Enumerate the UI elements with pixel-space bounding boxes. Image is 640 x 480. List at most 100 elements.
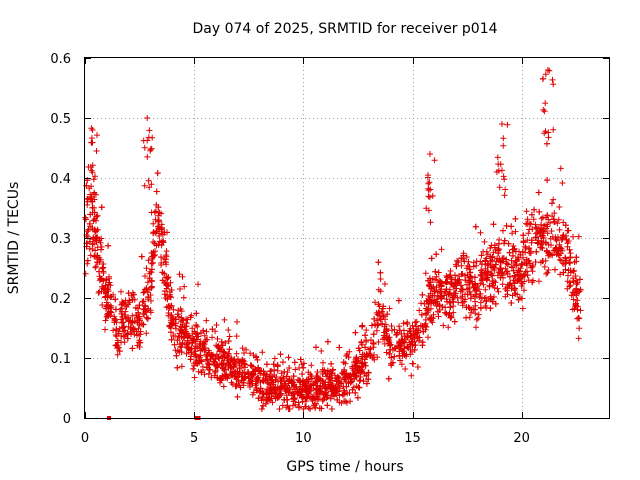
data-point bbox=[456, 276, 463, 283]
data-point bbox=[225, 338, 232, 345]
data-point bbox=[102, 294, 109, 301]
data-point bbox=[195, 281, 201, 288]
data-point bbox=[362, 332, 369, 339]
data-point bbox=[215, 344, 222, 351]
data-point bbox=[363, 327, 370, 334]
data-point bbox=[148, 209, 155, 216]
data-point bbox=[286, 406, 293, 412]
data-point bbox=[147, 309, 154, 316]
data-point bbox=[170, 333, 177, 339]
data-point bbox=[340, 359, 347, 366]
data-point bbox=[530, 216, 537, 223]
data-point bbox=[308, 362, 315, 369]
data-point bbox=[492, 261, 499, 268]
data-point bbox=[472, 302, 479, 309]
data-point bbox=[524, 268, 530, 275]
data-point bbox=[257, 385, 264, 392]
data-point bbox=[539, 228, 546, 235]
data-point bbox=[347, 398, 354, 405]
data-point bbox=[481, 238, 488, 245]
data-point bbox=[180, 294, 187, 301]
data-point bbox=[214, 361, 221, 368]
data-point bbox=[148, 181, 155, 188]
data-point bbox=[552, 236, 559, 243]
data-point bbox=[499, 121, 505, 127]
data-point bbox=[574, 306, 581, 313]
data-point bbox=[550, 216, 557, 223]
data-point bbox=[363, 372, 370, 379]
data-point bbox=[352, 363, 359, 370]
data-point bbox=[388, 360, 395, 367]
data-point bbox=[189, 325, 196, 332]
data-point bbox=[118, 288, 124, 295]
data-point bbox=[391, 326, 398, 333]
data-point bbox=[432, 268, 439, 275]
data-point bbox=[387, 341, 394, 348]
data-point bbox=[535, 189, 542, 196]
data-point bbox=[375, 339, 382, 345]
data-point bbox=[163, 248, 170, 255]
data-point bbox=[120, 333, 127, 340]
data-point bbox=[466, 274, 473, 281]
data-point bbox=[94, 132, 100, 139]
data-point bbox=[184, 337, 191, 344]
data-point bbox=[90, 176, 97, 183]
data-point bbox=[393, 331, 400, 338]
data-point bbox=[118, 310, 125, 317]
data-point bbox=[82, 214, 89, 221]
data-point bbox=[544, 67, 551, 73]
data-point bbox=[482, 257, 488, 264]
data-point bbox=[383, 349, 390, 356]
data-point bbox=[243, 346, 250, 353]
data-point bbox=[556, 204, 563, 210]
data-point bbox=[84, 257, 91, 264]
data-point bbox=[370, 331, 377, 338]
data-point bbox=[146, 127, 153, 134]
data-point bbox=[94, 252, 101, 259]
data-point bbox=[426, 194, 433, 201]
data-point bbox=[490, 249, 497, 256]
data-point bbox=[91, 190, 98, 197]
data-point bbox=[291, 359, 298, 366]
data-point bbox=[487, 253, 494, 260]
data-point bbox=[110, 327, 117, 334]
data-point bbox=[548, 228, 555, 234]
data-point bbox=[145, 294, 152, 301]
data-point bbox=[144, 137, 151, 144]
data-point bbox=[439, 280, 445, 287]
data-point bbox=[483, 275, 490, 282]
data-point bbox=[250, 352, 257, 359]
data-point bbox=[166, 323, 173, 329]
data-point bbox=[527, 250, 534, 257]
data-point bbox=[365, 376, 372, 383]
data-point bbox=[89, 225, 96, 231]
data-point bbox=[240, 357, 246, 364]
data-point bbox=[477, 271, 484, 278]
data-point bbox=[161, 270, 168, 277]
data-point bbox=[116, 348, 123, 355]
data-point bbox=[373, 327, 380, 334]
data-point bbox=[540, 258, 546, 265]
data-point bbox=[559, 234, 566, 241]
data-point bbox=[258, 397, 265, 404]
data-point bbox=[295, 404, 302, 411]
data-point bbox=[513, 257, 520, 264]
data-point bbox=[367, 351, 374, 358]
data-point bbox=[271, 372, 278, 378]
data-point bbox=[380, 336, 386, 343]
data-point bbox=[179, 329, 186, 335]
data-point bbox=[168, 287, 175, 293]
data-point bbox=[133, 312, 140, 319]
data-point bbox=[307, 406, 314, 412]
data-point bbox=[372, 299, 378, 306]
data-point bbox=[370, 340, 377, 347]
data-point bbox=[250, 370, 257, 377]
data-point bbox=[549, 213, 556, 220]
x-tick-label: 10 bbox=[295, 431, 312, 446]
data-point bbox=[103, 276, 110, 283]
data-point bbox=[221, 366, 228, 373]
data-point bbox=[310, 381, 317, 388]
data-point bbox=[545, 134, 552, 141]
data-point bbox=[542, 100, 549, 107]
data-point bbox=[219, 353, 225, 360]
